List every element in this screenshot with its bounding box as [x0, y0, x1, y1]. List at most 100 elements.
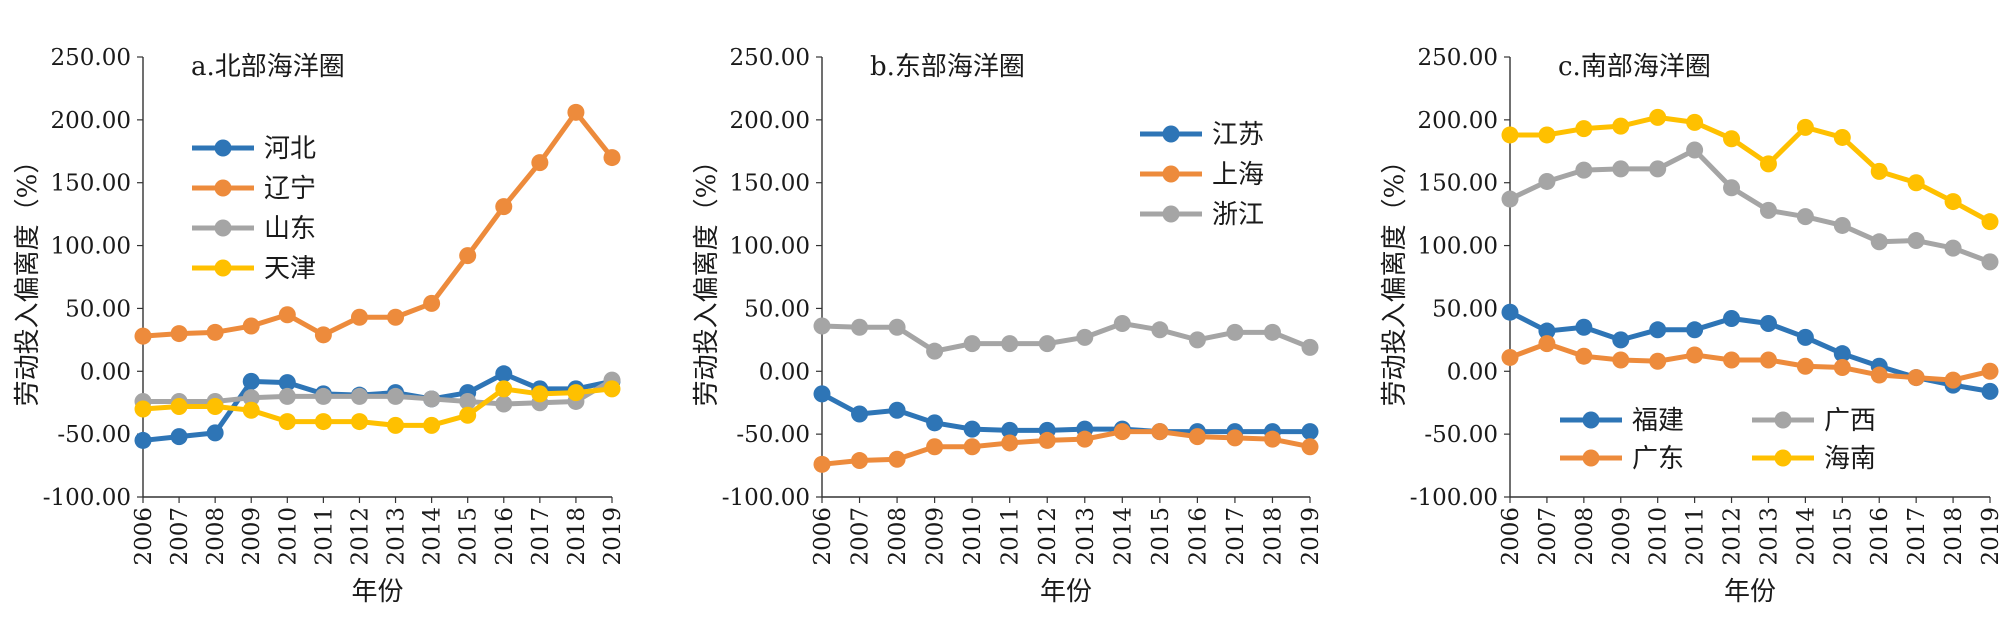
data-point: [242, 372, 260, 390]
data-point: [603, 380, 621, 398]
legend-label: 广西: [1824, 406, 1876, 436]
data-point: [1723, 179, 1741, 197]
x-tick-label: 2010: [960, 507, 986, 566]
y-tick-label: 0.00: [80, 359, 131, 385]
legend-label: 辽宁: [264, 174, 316, 204]
data-point: [603, 149, 621, 167]
x-tick-label: 2019: [600, 507, 626, 566]
data-point: [1038, 335, 1056, 353]
x-tick-label: 2008: [1572, 507, 1598, 566]
x-tick-label: 2014: [420, 507, 446, 566]
data-point: [350, 308, 368, 326]
data-point: [1944, 193, 1962, 211]
chart-panel-2: -100.00 -50.00 0.00 50.00 100.00 150.00 200.00…: [692, 45, 1324, 607]
series-海南: [1501, 108, 1999, 231]
legend-swatch-marker: [214, 179, 232, 197]
data-point: [170, 428, 188, 446]
data-point: [423, 294, 441, 312]
data-point: [134, 327, 152, 345]
data-point: [1723, 351, 1741, 369]
data-point: [1575, 120, 1593, 138]
data-point: [531, 154, 549, 172]
legend-label: 福建: [1632, 406, 1684, 436]
legend-swatch-marker: [1774, 411, 1792, 429]
data-point: [350, 387, 368, 405]
data-point: [1686, 321, 1704, 339]
x-tick-label: 2006: [131, 507, 157, 566]
legend-entry: 上海: [1140, 160, 1264, 190]
x-tick-label: 2010: [1646, 507, 1672, 566]
data-point: [206, 323, 224, 341]
data-point: [1263, 323, 1281, 341]
data-point: [1649, 352, 1667, 370]
data-point: [567, 384, 585, 402]
y-tick-label: -100.00: [722, 485, 810, 511]
data-point: [495, 380, 513, 398]
y-tick-label: -50.00: [1424, 422, 1498, 448]
data-point: [1759, 201, 1777, 219]
data-point: [1833, 128, 1851, 146]
data-point: [459, 406, 477, 424]
data-point: [1981, 213, 1999, 231]
y-axis-title: 劳动投入偏离度（%）: [13, 148, 43, 407]
x-tick-label: 2008: [885, 507, 911, 566]
legend-swatch-marker: [1162, 125, 1180, 143]
x-tick-label: 2015: [1830, 507, 1856, 566]
chart-panel-1: -100.00 -50.00 0.00 50.00 100.00 150.00 200.00…: [13, 45, 626, 607]
data-point: [1907, 174, 1925, 192]
data-point: [459, 247, 477, 265]
data-point: [1038, 431, 1056, 449]
data-point: [1833, 359, 1851, 377]
y-tick-label: 250.00: [730, 45, 810, 71]
data-point: [1796, 328, 1814, 346]
data-point: [1501, 303, 1519, 321]
legend-label: 河北: [264, 134, 316, 164]
data-point: [1870, 366, 1888, 384]
chart-title: a.北部海洋圈: [191, 52, 345, 82]
x-tick-label: 2009: [1609, 507, 1635, 566]
data-point: [851, 318, 869, 336]
data-point: [1833, 345, 1851, 363]
series-天津: [134, 380, 621, 434]
data-point: [567, 103, 585, 121]
x-tick-label: 2012: [1720, 507, 1746, 566]
data-point: [1612, 351, 1630, 369]
data-point: [1723, 309, 1741, 327]
y-tick-label: 0.00: [1447, 359, 1498, 385]
data-point: [170, 325, 188, 343]
legend-entry: 海南: [1752, 444, 1876, 474]
y-tick-label: 100.00: [51, 234, 131, 260]
x-tick-label: 2013: [1073, 507, 1099, 566]
data-point: [1575, 318, 1593, 336]
data-point: [1188, 331, 1206, 349]
data-point: [1833, 216, 1851, 234]
legend-swatch-marker: [1162, 205, 1180, 223]
data-point: [1301, 438, 1319, 456]
data-point: [387, 308, 405, 326]
data-point: [459, 392, 477, 410]
x-tick-label: 2013: [1756, 507, 1782, 566]
x-tick-label: 2018: [1941, 507, 1967, 566]
data-point: [926, 438, 944, 456]
x-tick-label: 2007: [848, 507, 874, 566]
data-point: [1870, 162, 1888, 180]
data-point: [1981, 382, 1999, 400]
data-point: [1981, 362, 1999, 380]
data-point: [813, 385, 831, 403]
data-point: [851, 452, 869, 470]
data-point: [1538, 172, 1556, 190]
data-point: [350, 413, 368, 431]
data-point: [1759, 315, 1777, 333]
data-point: [1538, 126, 1556, 144]
x-tick-label: 2014: [1793, 507, 1819, 566]
data-point: [1301, 423, 1319, 441]
x-axis-title: 年份: [351, 577, 403, 607]
data-point: [278, 413, 296, 431]
series-江苏: [813, 385, 1319, 441]
x-tick-label: 2012: [347, 507, 373, 566]
data-point: [1723, 130, 1741, 148]
y-tick-label: 200.00: [1418, 108, 1498, 134]
data-point: [1612, 160, 1630, 178]
legend-entry: 广东: [1560, 444, 1684, 474]
